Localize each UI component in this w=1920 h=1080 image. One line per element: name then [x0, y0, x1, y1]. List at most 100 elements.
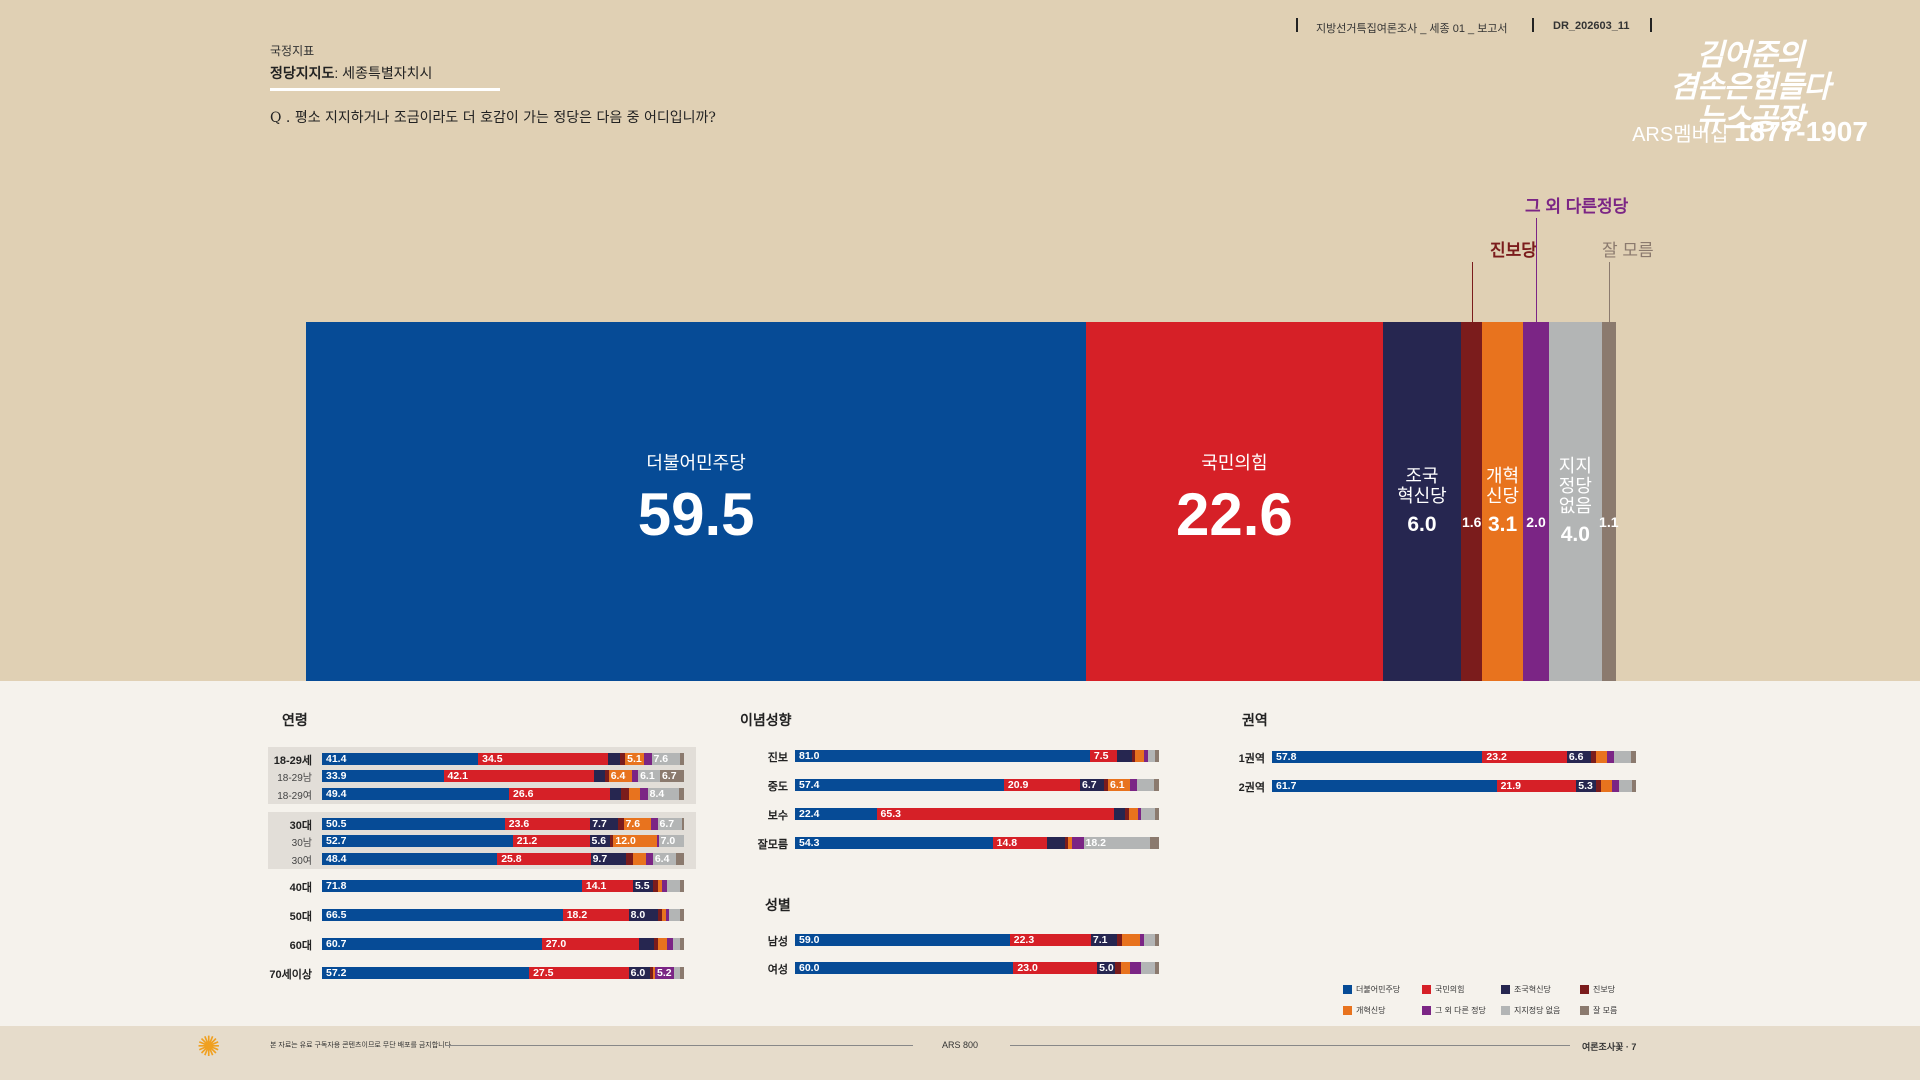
row-segment	[1128, 808, 1138, 820]
row-segment: 57.8	[1272, 751, 1483, 763]
row-segment: 49.4	[322, 788, 510, 800]
callout-line	[1608, 262, 1610, 322]
legend-swatch	[1422, 1006, 1431, 1015]
row-segment	[1140, 962, 1156, 974]
row-value: 9.7	[592, 853, 608, 865]
row-segment	[666, 938, 674, 950]
segment-label: 지지	[1558, 455, 1592, 476]
segment-value: 22.6	[1176, 480, 1293, 548]
row-label: 30여	[291, 856, 312, 867]
row-label: 60대	[289, 940, 312, 952]
row-value: 71.8	[326, 880, 347, 892]
ars-membership: ARS멤버십 1877-1907	[1600, 116, 1900, 148]
row-value: 23.0	[1017, 962, 1038, 974]
legend-swatch	[1580, 985, 1589, 994]
row-segment	[1607, 751, 1615, 763]
legend-label: 잘 모름	[1593, 1006, 1618, 1015]
legend-swatch	[1343, 1006, 1352, 1015]
header-divider	[1650, 18, 1652, 32]
stacked-row-bar: 57.4 20.9 6.7 6.1	[795, 779, 1159, 791]
row-value: 21.9	[1500, 780, 1522, 792]
row-value: 41.4	[326, 753, 347, 765]
row-value: 50.5	[326, 818, 347, 830]
row-segment	[1155, 934, 1159, 946]
row-segment: 27.5	[529, 967, 629, 979]
segment-value: 4.0	[1560, 522, 1590, 546]
survey-question: Q . 평소 지지하거나 조금이라도 더 호감이 가는 정당은 다음 중 어디입…	[270, 110, 716, 126]
row-segment: 6.7	[1079, 779, 1105, 791]
legend-swatch	[1501, 985, 1510, 994]
row-segment	[1104, 779, 1108, 791]
stacked-row-bar: 60.7 27.0	[322, 938, 684, 950]
row-segment: 5.5	[632, 880, 653, 892]
row-value: 6.1	[1109, 779, 1125, 791]
row-segment	[675, 853, 684, 865]
stacked-row-bar: 33.9 42.1 6.4 6.1 6.7	[322, 770, 684, 782]
row-segment	[661, 880, 668, 892]
header-survey: 지방선거특집여론조사 _ 세종 01 _ 보고서	[1316, 23, 1508, 35]
footer-center: ARS 800	[942, 1040, 979, 1050]
section-age-title: 연령	[282, 712, 308, 728]
row-segment: 7.6	[623, 818, 651, 830]
row-value: 14.8	[996, 837, 1018, 849]
row-segment	[639, 938, 654, 950]
segment-value: 6.0	[1407, 512, 1437, 536]
row-value: 57.2	[326, 967, 347, 979]
legend-swatch	[1422, 985, 1431, 994]
row-segment: 9.7	[590, 853, 626, 865]
row-segment	[631, 770, 639, 782]
row-value: 7.0	[660, 835, 676, 847]
row-segment	[1140, 934, 1145, 946]
footer-notice: 본 자료는 유료 구독자용 콘텐츠이므로 무단 배포를 금지합니다	[270, 1042, 452, 1049]
row-segment: 23.0	[1013, 962, 1098, 974]
row-label: 여성	[767, 964, 788, 976]
legend-item: 지지정당 없음	[1501, 1005, 1560, 1016]
row-segment: 50.5	[322, 818, 505, 830]
row-value: 6.1	[640, 770, 655, 782]
row-label: 50대	[289, 911, 312, 923]
row-segment	[1153, 779, 1159, 791]
section-region-title: 권역	[1242, 712, 1268, 728]
row-value: 81.0	[799, 750, 820, 762]
row-segment	[1611, 780, 1620, 792]
legend-label: 진보당	[1593, 985, 1616, 994]
row-segment: 23.6	[504, 818, 591, 830]
title-rest: : 세종특별자치시	[334, 65, 433, 81]
row-segment	[1155, 750, 1159, 762]
row-segment: 7.7	[590, 818, 619, 830]
row-label: 1권역	[1238, 753, 1265, 765]
row-segment	[653, 938, 658, 950]
row-segment: 48.4	[322, 853, 498, 865]
legend-swatch	[1343, 985, 1352, 994]
row-segment: 21.9	[1496, 780, 1577, 792]
row-segment	[1596, 751, 1608, 763]
row-value: 23.6	[508, 818, 530, 830]
row-segment: 22.4	[795, 808, 877, 820]
row-segment: 6.1	[1107, 779, 1131, 791]
row-segment	[619, 753, 626, 765]
row-label: 남성	[767, 936, 788, 948]
show-logo: 김어준의 겸손은힘들다 뉴스공장	[1600, 40, 1900, 136]
row-value: 66.5	[326, 909, 347, 921]
row-segment: 60.7	[322, 938, 542, 950]
stacked-row-bar: 81.0 7.5	[795, 750, 1159, 762]
row-label: 잘모름	[757, 839, 788, 851]
row-label: 2권역	[1238, 782, 1265, 794]
row-segment: 5.1	[625, 753, 645, 765]
row-segment: 33.9	[322, 770, 444, 782]
footer-rule	[445, 1045, 913, 1046]
stacked-row-bar: 54.3 14.8 18.2	[795, 837, 1159, 849]
segment-label: 혁신당	[1397, 485, 1447, 506]
callout-line	[1536, 218, 1537, 322]
row-segment	[1122, 934, 1141, 946]
segment-value: 1.1	[1599, 513, 1619, 530]
legend-label: 개혁신당	[1356, 1006, 1386, 1015]
row-segment: 65.3	[876, 808, 1115, 820]
row-value: 22.3	[1013, 934, 1035, 946]
logo-line2: 겸손은힘들다	[1670, 71, 1831, 104]
legend-label: 그 외 다른 정당	[1435, 1006, 1486, 1015]
row-segment: 14.1	[581, 880, 633, 892]
row-segment: 5.6	[589, 835, 610, 847]
row-segment: 23.2	[1482, 751, 1567, 763]
main-bar-segment: 1.6	[1461, 322, 1483, 681]
